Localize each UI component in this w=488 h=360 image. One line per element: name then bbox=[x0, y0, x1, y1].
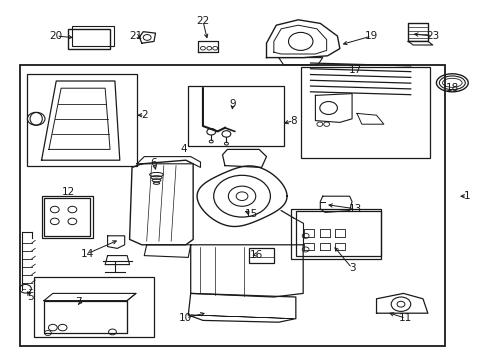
Bar bbox=[44, 198, 90, 236]
Bar bbox=[188, 86, 283, 146]
Bar bbox=[68, 29, 110, 49]
Bar bbox=[34, 277, 154, 337]
Bar bbox=[249, 248, 273, 263]
Text: 22: 22 bbox=[196, 16, 209, 26]
Text: 15: 15 bbox=[244, 209, 258, 219]
Text: 7: 7 bbox=[75, 297, 81, 307]
Text: 18: 18 bbox=[445, 83, 459, 93]
Text: 21: 21 bbox=[129, 31, 142, 41]
Text: 11: 11 bbox=[398, 313, 412, 323]
Text: 16: 16 bbox=[249, 249, 263, 260]
Bar bbox=[72, 26, 114, 46]
Text: 20: 20 bbox=[50, 31, 62, 41]
Bar bbox=[27, 74, 137, 166]
Text: 2: 2 bbox=[141, 110, 148, 120]
Text: 5: 5 bbox=[27, 292, 34, 302]
Text: 13: 13 bbox=[348, 204, 362, 214]
Bar bbox=[41, 196, 93, 238]
Text: 12: 12 bbox=[61, 186, 75, 197]
Text: 23: 23 bbox=[425, 31, 439, 41]
Bar bbox=[290, 209, 381, 259]
Text: 9: 9 bbox=[229, 99, 236, 109]
Text: 14: 14 bbox=[80, 249, 94, 259]
Bar bbox=[20, 65, 444, 346]
Text: 3: 3 bbox=[348, 263, 355, 273]
Text: 6: 6 bbox=[150, 158, 157, 168]
Bar bbox=[300, 67, 429, 158]
Text: 8: 8 bbox=[289, 116, 296, 126]
Text: 10: 10 bbox=[179, 313, 192, 323]
Text: 1: 1 bbox=[463, 191, 469, 201]
Bar bbox=[295, 211, 381, 256]
Text: 4: 4 bbox=[180, 144, 186, 154]
Text: 17: 17 bbox=[348, 65, 362, 75]
Bar bbox=[44, 301, 127, 333]
Text: 19: 19 bbox=[364, 31, 378, 41]
